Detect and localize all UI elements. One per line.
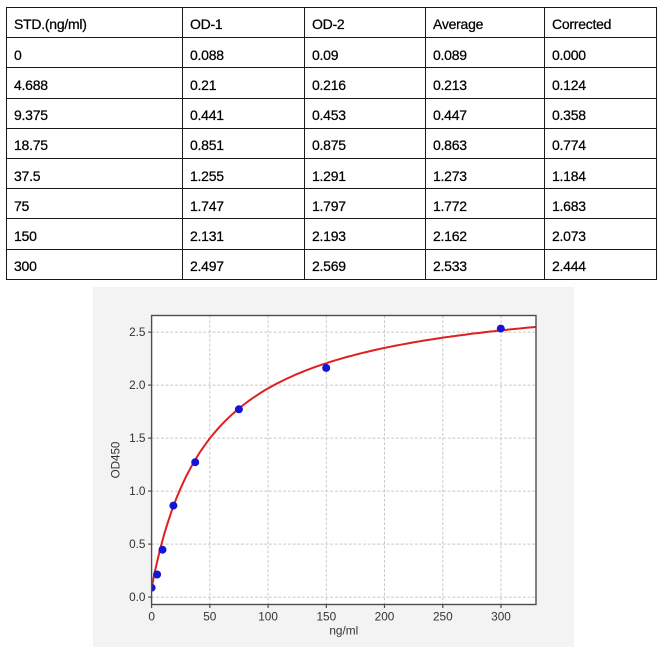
svg-text:OD450: OD450 bbox=[110, 442, 123, 479]
svg-text:50: 50 bbox=[203, 610, 217, 624]
svg-text:1.0: 1.0 bbox=[129, 484, 146, 498]
svg-text:250: 250 bbox=[433, 610, 453, 624]
svg-text:2.5: 2.5 bbox=[129, 325, 146, 339]
svg-text:0.5: 0.5 bbox=[129, 537, 146, 551]
svg-text:0: 0 bbox=[148, 610, 155, 624]
svg-text:300: 300 bbox=[491, 610, 511, 624]
svg-text:200: 200 bbox=[375, 610, 395, 624]
svg-text:ng/ml: ng/ml bbox=[329, 624, 358, 638]
svg-text:0.0: 0.0 bbox=[129, 590, 146, 604]
svg-text:1.5: 1.5 bbox=[129, 431, 146, 445]
svg-text:2.0: 2.0 bbox=[129, 378, 146, 392]
svg-text:150: 150 bbox=[316, 610, 336, 624]
svg-text:100: 100 bbox=[258, 610, 278, 624]
